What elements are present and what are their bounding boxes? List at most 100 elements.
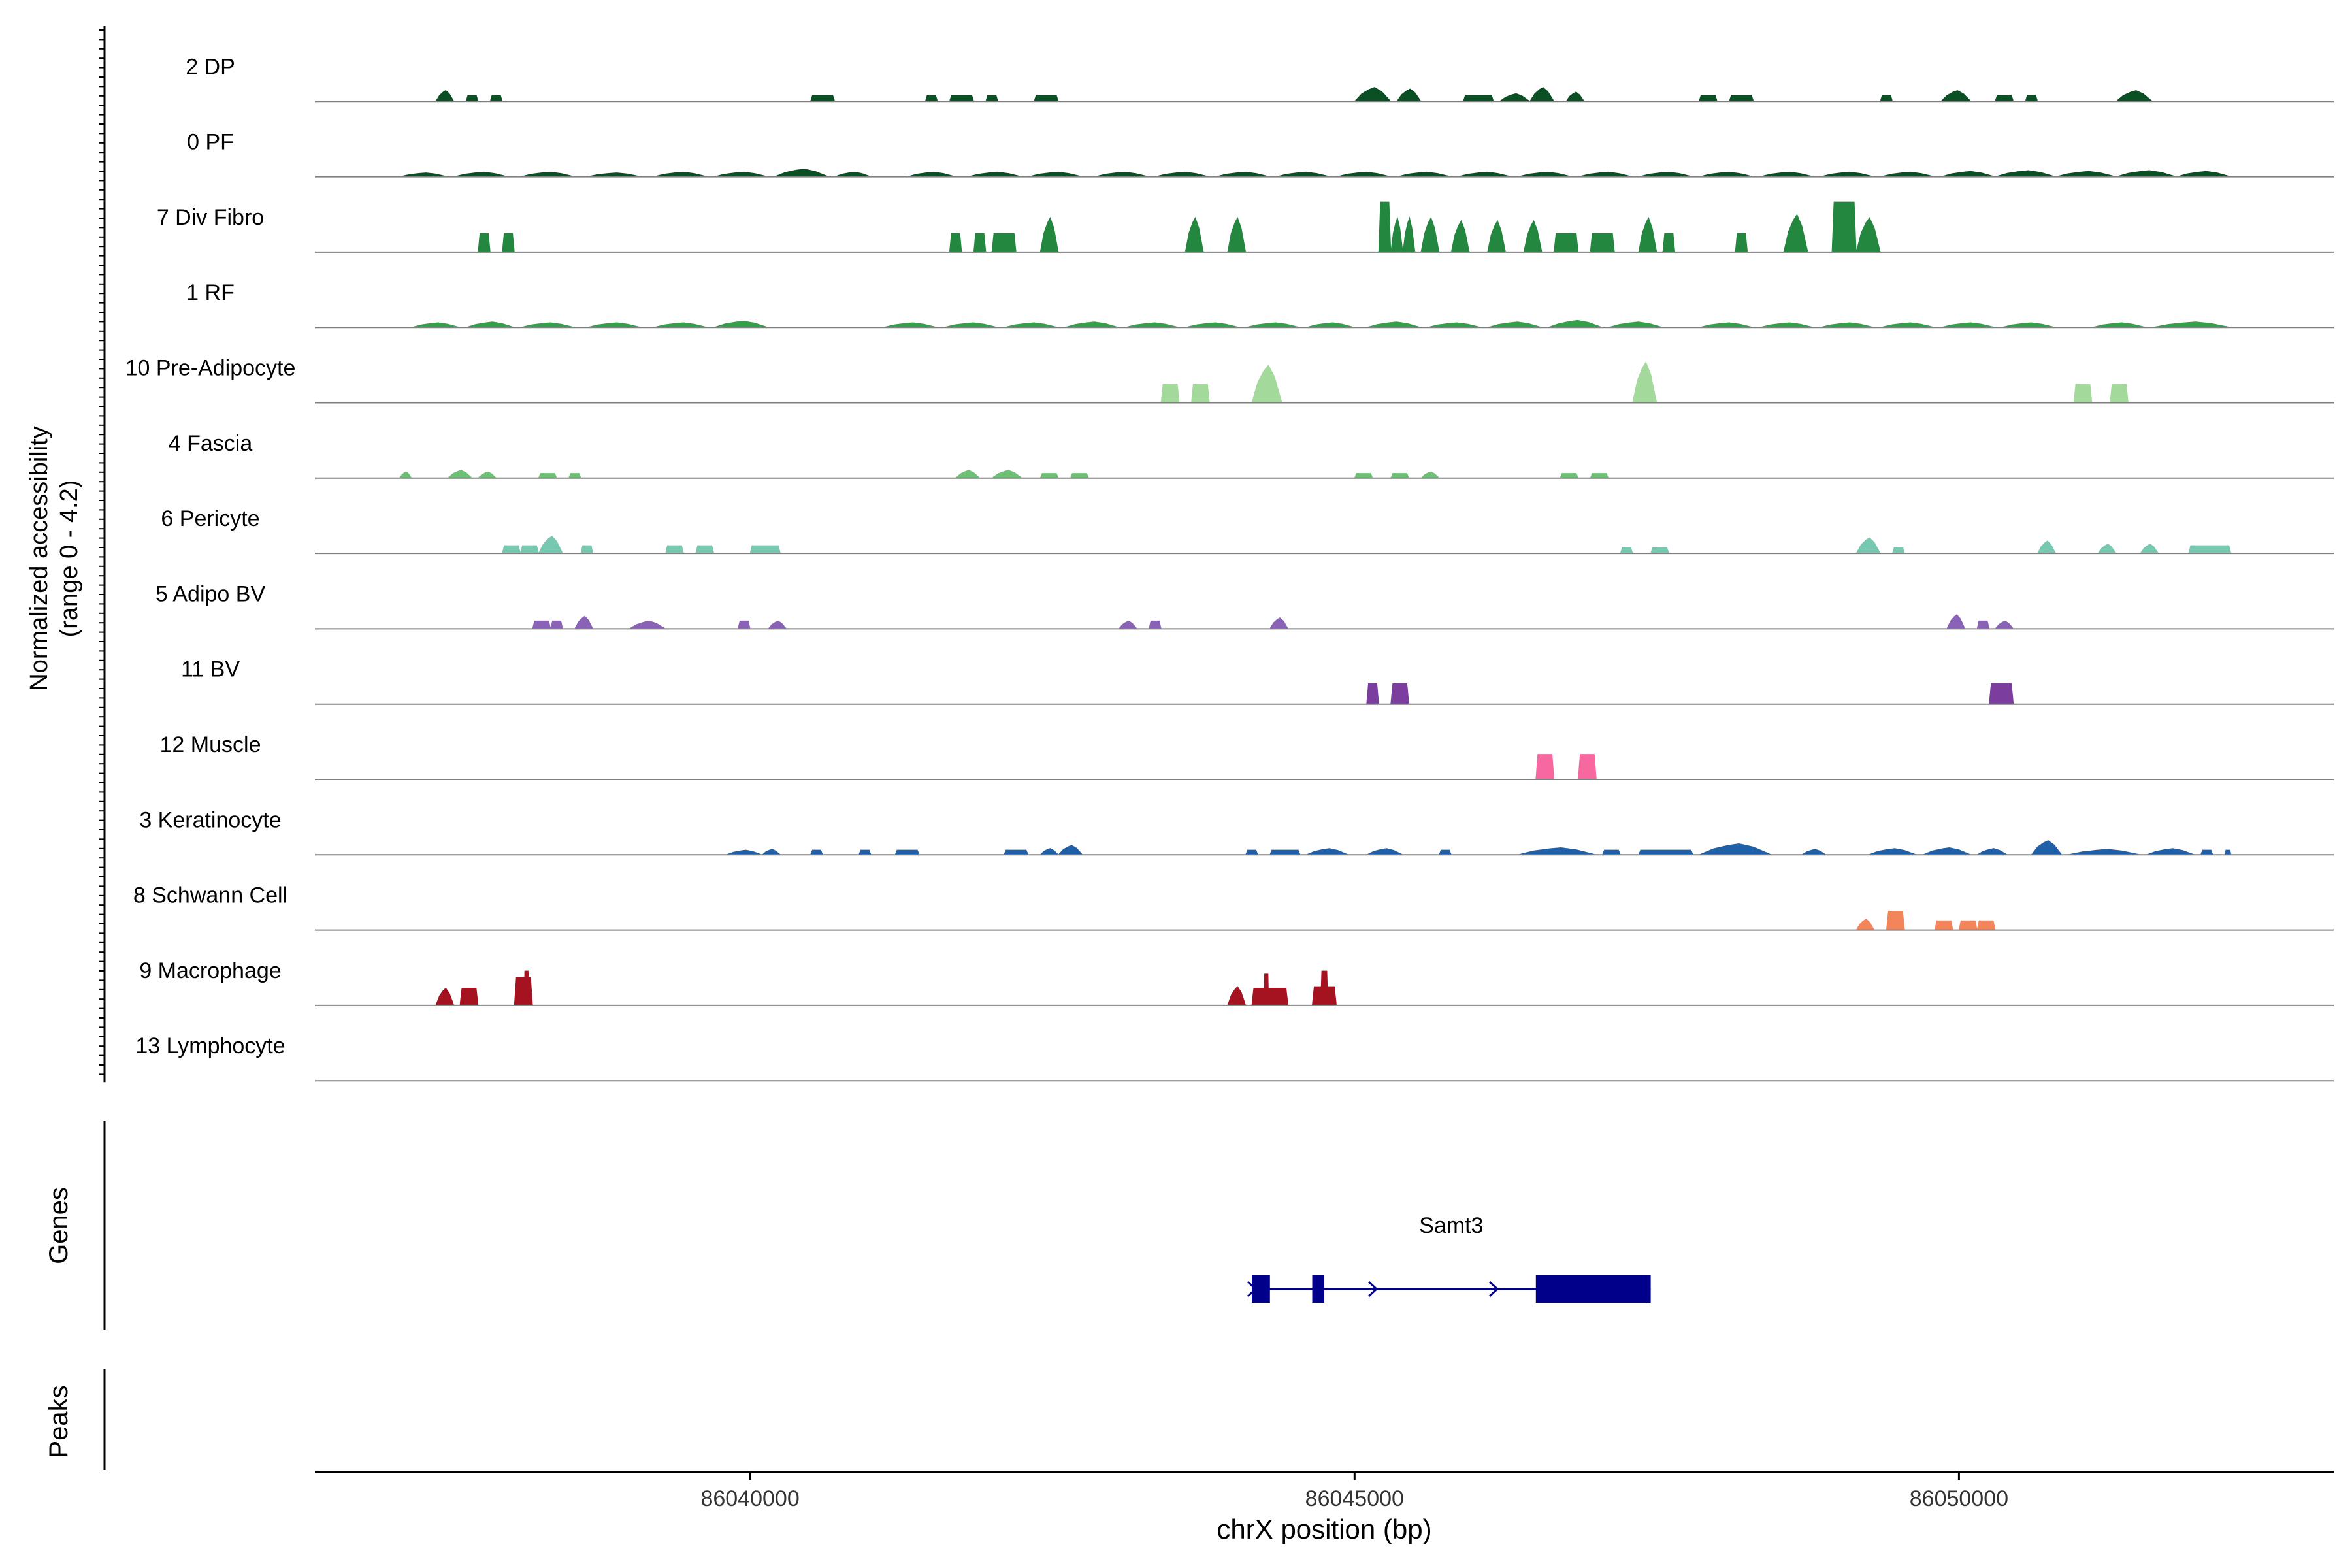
track-5-adipo-bv: 5 Adipo BV [155, 581, 2334, 630]
coverage-peak [1880, 322, 1935, 328]
coverage-peak [1190, 384, 1210, 403]
coverage-peak [1396, 171, 1452, 178]
coverage-peak [2091, 322, 2147, 328]
coverage-peak [520, 171, 575, 178]
coverage-peak [574, 615, 594, 629]
coverage-peak [1154, 171, 1210, 178]
coverage-peak [2115, 170, 2177, 178]
coverage-peak [1578, 171, 1633, 178]
track-label: 5 Adipo BV [155, 581, 266, 606]
coverage-peak [1390, 216, 1403, 253]
coverage-peak [653, 171, 708, 178]
coverage-peak [767, 620, 787, 629]
coverage-peak [973, 233, 987, 253]
coverage-peak [1831, 201, 1857, 253]
coverage-peak [1263, 973, 1269, 1006]
track-label: 7 Div Fibro [157, 205, 264, 230]
coverage-peak [1320, 970, 1329, 1006]
coverage-peak [774, 169, 829, 178]
coverage-peak [1275, 171, 1331, 178]
coverage-peak [1590, 473, 1609, 479]
coverage-peak [1698, 95, 1718, 102]
coverage-peak [1149, 620, 1162, 629]
coverage-peak [1662, 233, 1676, 253]
coverage-peak [1880, 171, 1935, 178]
coverage-peak [1855, 919, 1875, 931]
gene-exon [1312, 1275, 1324, 1303]
coverage-peak [1118, 620, 1138, 629]
coverage-peak [1608, 321, 1663, 328]
coverage-peak [1759, 171, 1814, 178]
track-10-pre-adipocyte: 10 Pre-Adipocyte [125, 356, 2334, 404]
coverage-peak [399, 471, 412, 479]
peaks-panel-label: Peaks [44, 1385, 73, 1458]
coverage-peak [1855, 217, 1881, 253]
coverage-peak [502, 233, 515, 253]
track-2-dp: 2 DP [186, 54, 2334, 103]
coverage-peak [435, 987, 455, 1006]
track-6-pericyte: 6 Pericyte [161, 506, 2334, 555]
coverage-peak [2110, 384, 2129, 403]
coverage-peak [1940, 90, 1972, 102]
coverage-peak [1251, 364, 1282, 403]
x-axis-title: chrX position (bp) [1217, 1514, 1431, 1544]
x-tick-label: 86040000 [700, 1486, 799, 1511]
coverage-peak [1820, 171, 1875, 178]
coverage-peak [1269, 617, 1289, 629]
coverage-peak [749, 545, 781, 554]
coverage-peak [1699, 843, 1772, 855]
track-3-keratinocyte: 3 Keratinocyte [139, 808, 2334, 856]
y-axis-range: (range 0 - 4.2) [56, 480, 83, 638]
coverage-peak [1245, 849, 1258, 855]
coverage-peak [1517, 847, 1597, 855]
coverage-peak [2115, 90, 2153, 102]
coverage-peak [1039, 473, 1059, 479]
coverage-peak [1427, 322, 1482, 328]
coverage-peak [1487, 220, 1507, 253]
coverage-peak [1184, 216, 1204, 253]
coverage-peak [1450, 220, 1470, 253]
coverage-peak [991, 233, 1017, 253]
coverage-peak [2001, 322, 2056, 328]
track-8-schwann-cell: 8 Schwann Cell [133, 883, 2334, 931]
coverage-peak [1227, 986, 1247, 1006]
gene-strand-arrow [1488, 1281, 1499, 1298]
coverage-peak [1535, 754, 1555, 780]
coverage-peak [1498, 93, 1531, 102]
coverage-peak [1995, 95, 2014, 102]
coverage-peak [1699, 322, 1754, 328]
coverage-peak [1729, 95, 1754, 102]
coverage-peak [1994, 620, 2014, 629]
coverage-peak [2140, 544, 2159, 554]
coverage-peak [653, 322, 708, 328]
coverage-peak [1523, 220, 1543, 253]
coverage-peak [523, 970, 530, 1006]
coverage-peak [587, 322, 642, 328]
coverage-peak [2146, 848, 2195, 855]
coverage-peak [713, 321, 769, 328]
coverage-peak [411, 322, 461, 328]
coverage-peak [761, 849, 781, 855]
coverage-peak [1590, 233, 1615, 253]
coverage-peak [465, 95, 479, 102]
coverage-peak [2200, 849, 2213, 855]
coverage-peak [1336, 171, 1391, 178]
coverage-peak [1638, 171, 1693, 178]
coverage-peak [1976, 620, 1990, 629]
coverage-peak [2176, 171, 2231, 178]
coverage-peak [2073, 384, 2093, 403]
coverage-peak [1070, 473, 1089, 479]
coverage-peak [1003, 849, 1029, 855]
coverage-peak [1420, 216, 1440, 253]
coverage-peak [1306, 848, 1349, 855]
coverage-peak [1946, 614, 1966, 629]
track-label: 9 Macrophage [139, 958, 281, 983]
coverage-peak [1554, 233, 1579, 253]
track-label: 1 RF [186, 280, 235, 305]
coverage-peak [1548, 319, 1603, 328]
coverage-peak [489, 95, 503, 102]
coverage-peak [1880, 95, 1893, 102]
coverage-peak [2224, 849, 2232, 855]
coverage-peak [1390, 473, 1410, 479]
coverage-peak [1934, 920, 1953, 931]
